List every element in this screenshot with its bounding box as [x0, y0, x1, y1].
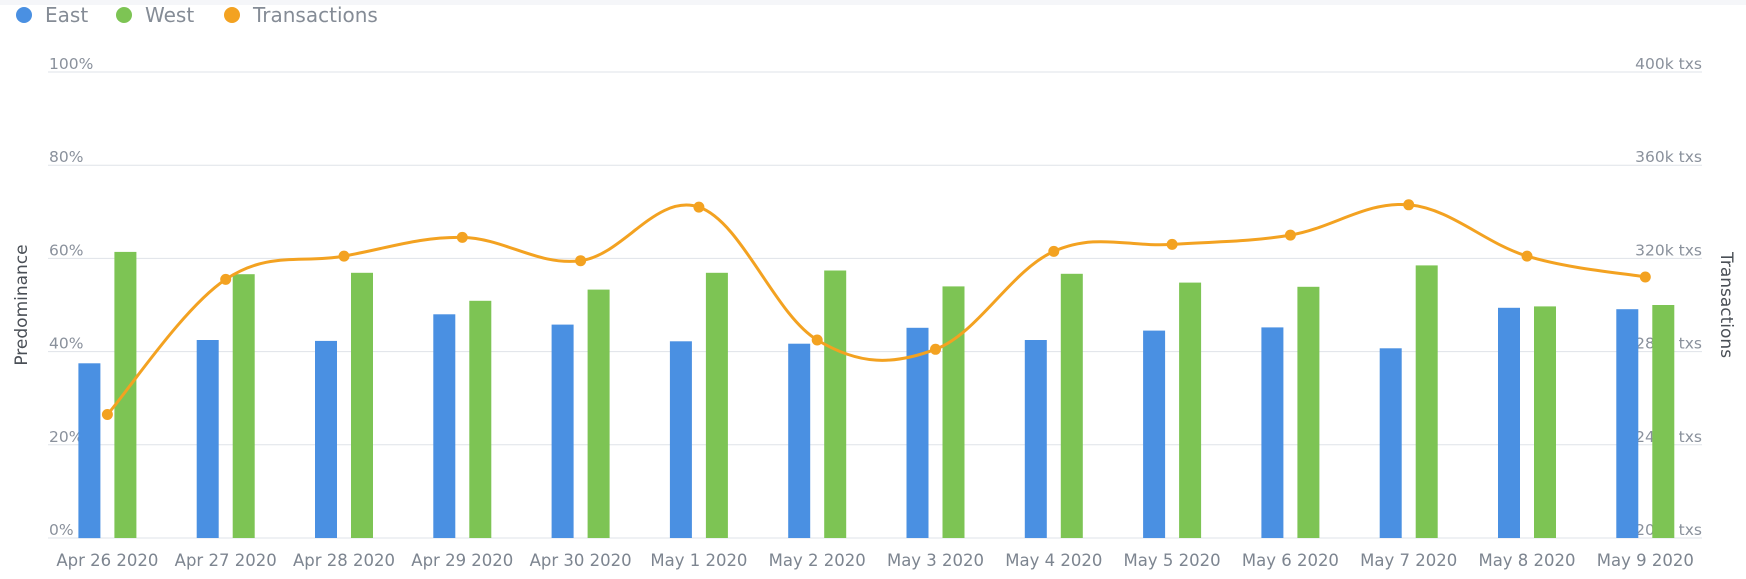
bar-west-1[interactable]: [232, 274, 255, 538]
bar-east-3[interactable]: [433, 314, 456, 538]
bar-west-9[interactable]: [1179, 282, 1202, 538]
bar-series: [78, 251, 1675, 539]
point-transactions-6[interactable]: [811, 334, 823, 346]
bar-east-8[interactable]: [1024, 340, 1047, 538]
bar-west-10[interactable]: [1297, 286, 1320, 538]
point-transactions-1[interactable]: [220, 273, 232, 285]
x-tick-label: May 7 2020: [1360, 551, 1457, 570]
point-transactions-13[interactable]: [1639, 271, 1651, 283]
point-transactions-7[interactable]: [930, 343, 941, 355]
bar-west-13[interactable]: [1652, 305, 1675, 538]
legend-label-west[interactable]: West: [145, 3, 194, 27]
legend: East West Transactions: [16, 3, 378, 27]
y-left-tick-label: 0%: [49, 521, 74, 539]
y-axis-left-title: Predominance: [12, 244, 32, 365]
point-transactions-2[interactable]: [338, 250, 350, 262]
legend-marker-west[interactable]: [116, 7, 132, 23]
gridlines: [48, 71, 1702, 539]
legend-marker-transactions[interactable]: [224, 7, 240, 23]
legend-marker-east[interactable]: [16, 7, 32, 23]
bar-west-12[interactable]: [1534, 306, 1556, 538]
line-transactions: [106, 202, 1646, 416]
bar-east-4[interactable]: [551, 324, 574, 538]
bar-east-12[interactable]: [1498, 307, 1520, 538]
x-tick-label: May 9 2020: [1597, 551, 1694, 570]
left-axis-ticks: 0% 20% 40% 60% 80% 100%: [49, 55, 93, 539]
x-tick-label: May 1 2020: [650, 551, 747, 570]
x-tick-label: May 5 2020: [1124, 551, 1221, 570]
x-axis-ticks: Apr 26 2020 Apr 27 2020 Apr 28 2020 Apr 29 …: [56, 551, 1693, 570]
bar-east-1[interactable]: [196, 340, 219, 538]
x-tick-label: May 8 2020: [1478, 551, 1575, 570]
x-tick-label: Apr 30 2020: [530, 551, 632, 570]
x-tick-label: Apr 28 2020: [293, 551, 395, 570]
point-transactions-12[interactable]: [1521, 250, 1533, 262]
point-transactions-11[interactable]: [1403, 199, 1415, 211]
x-tick-label: May 6 2020: [1242, 551, 1339, 570]
legend-label-east[interactable]: East: [45, 3, 88, 27]
bar-west-8[interactable]: [1060, 273, 1083, 538]
bar-east-11[interactable]: [1379, 348, 1402, 538]
bar-east-0[interactable]: [78, 363, 101, 539]
x-tick-label: May 3 2020: [887, 551, 984, 570]
bar-west-3[interactable]: [469, 300, 492, 538]
y-right-tick-label: 320k txs: [1635, 241, 1702, 259]
x-tick-label: Apr 27 2020: [175, 551, 277, 570]
point-transactions-10[interactable]: [1284, 229, 1296, 241]
point-transactions-8[interactable]: [1048, 245, 1060, 257]
point-transactions-3[interactable]: [456, 231, 468, 243]
legend-label-transactions[interactable]: Transactions: [252, 3, 378, 27]
x-tick-label: Apr 29 2020: [411, 551, 513, 570]
y-left-tick-label: 100%: [49, 55, 93, 73]
y-axis-right-title: Transactions: [1716, 251, 1736, 358]
bar-west-7[interactable]: [942, 286, 965, 538]
bar-west-6[interactable]: [824, 270, 847, 539]
y-left-tick-label: 20%: [49, 428, 83, 446]
point-transactions-0[interactable]: [101, 409, 113, 420]
y-right-tick-label: 360k txs: [1635, 148, 1702, 166]
y-right-tick-label: 400k txs: [1635, 55, 1702, 73]
bar-west-4[interactable]: [587, 289, 610, 538]
bar-west-2[interactable]: [351, 272, 373, 538]
point-transactions-4[interactable]: [575, 255, 587, 267]
bar-east-7[interactable]: [906, 327, 929, 538]
bar-west-11[interactable]: [1415, 265, 1438, 538]
y-left-tick-label: 40%: [49, 335, 83, 353]
bar-west-0[interactable]: [114, 251, 137, 538]
y-left-tick-label: 60%: [49, 241, 83, 259]
x-tick-label: May 2 2020: [769, 551, 866, 570]
bar-east-10[interactable]: [1261, 327, 1284, 538]
top-border: [0, 0, 1746, 5]
point-transactions-9[interactable]: [1166, 238, 1178, 250]
bar-east-6[interactable]: [788, 343, 811, 538]
point-transactions-5[interactable]: [693, 201, 705, 213]
x-tick-label: May 4 2020: [1005, 551, 1102, 570]
bar-east-9[interactable]: [1143, 330, 1166, 538]
bar-east-5[interactable]: [669, 341, 692, 538]
x-tick-label: Apr 26 2020: [56, 551, 158, 570]
bar-west-5[interactable]: [705, 272, 728, 538]
line-series: [101, 199, 1651, 420]
bar-east-2[interactable]: [315, 340, 337, 538]
bar-east-13[interactable]: [1616, 309, 1639, 538]
y-left-tick-label: 80%: [49, 148, 83, 166]
